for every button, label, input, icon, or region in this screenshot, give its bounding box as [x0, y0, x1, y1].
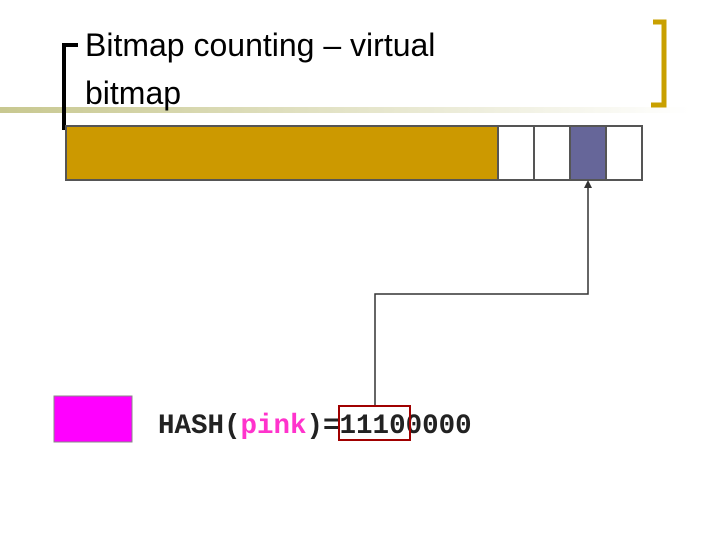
hash-prefix: HASH(	[158, 411, 241, 442]
hash-highlighted: 111	[340, 411, 390, 442]
left-bracket	[62, 43, 78, 130]
arrow-head	[584, 180, 592, 188]
bitmap-cell	[533, 125, 571, 181]
hash-rest: 00000	[389, 411, 472, 442]
bitmap-block	[65, 125, 499, 181]
bitmap-cell-set	[569, 125, 607, 181]
right-bracket	[651, 19, 667, 108]
hash-suffix: )=	[307, 411, 340, 442]
title-text: Bitmap counting – virtual bitmap	[85, 27, 435, 111]
hash-text: HASH(pink)=11100000	[158, 411, 472, 442]
title: Bitmap counting – virtual bitmap	[85, 27, 435, 111]
highlight-box	[338, 405, 411, 441]
bitmap-cell	[497, 125, 535, 181]
arrow	[374, 188, 589, 406]
title-rule	[0, 107, 690, 113]
hash-arg: pink	[241, 411, 307, 442]
bitmap-cell	[605, 125, 643, 181]
pink-item	[53, 395, 133, 443]
